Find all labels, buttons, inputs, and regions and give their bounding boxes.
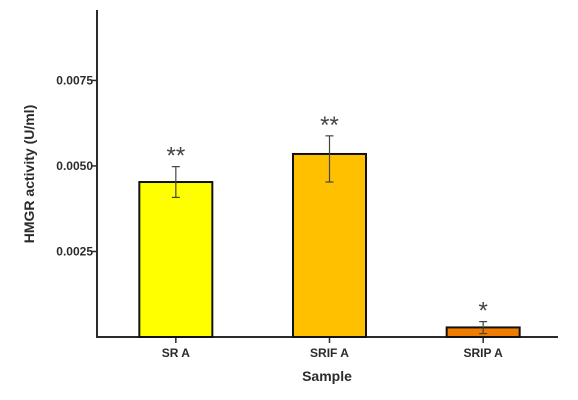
x-tick-label: SR A bbox=[162, 346, 191, 360]
x-tick-label: SRIP A bbox=[463, 346, 503, 360]
significance-label: ** bbox=[166, 143, 185, 170]
bar-2 bbox=[292, 152, 367, 338]
x-ticks: SR A SRIF A SRIP A bbox=[162, 337, 503, 360]
significance-label: ** bbox=[320, 112, 339, 139]
y-tick-label: 0.0075 bbox=[56, 73, 93, 87]
bars: ***** bbox=[138, 112, 521, 338]
y-ticks: 0.0025 0.0050 0.0075 bbox=[56, 73, 97, 258]
x-axis-title: Sample bbox=[302, 368, 352, 384]
x-tick-label: SRIF A bbox=[310, 346, 349, 360]
bar-1 bbox=[138, 181, 214, 338]
y-axis-title: HMGR activity (U/ml) bbox=[21, 105, 37, 243]
y-tick-label: 0.0050 bbox=[56, 159, 93, 173]
y-tick-label: 0.0025 bbox=[56, 244, 93, 258]
significance-label: * bbox=[478, 298, 487, 325]
